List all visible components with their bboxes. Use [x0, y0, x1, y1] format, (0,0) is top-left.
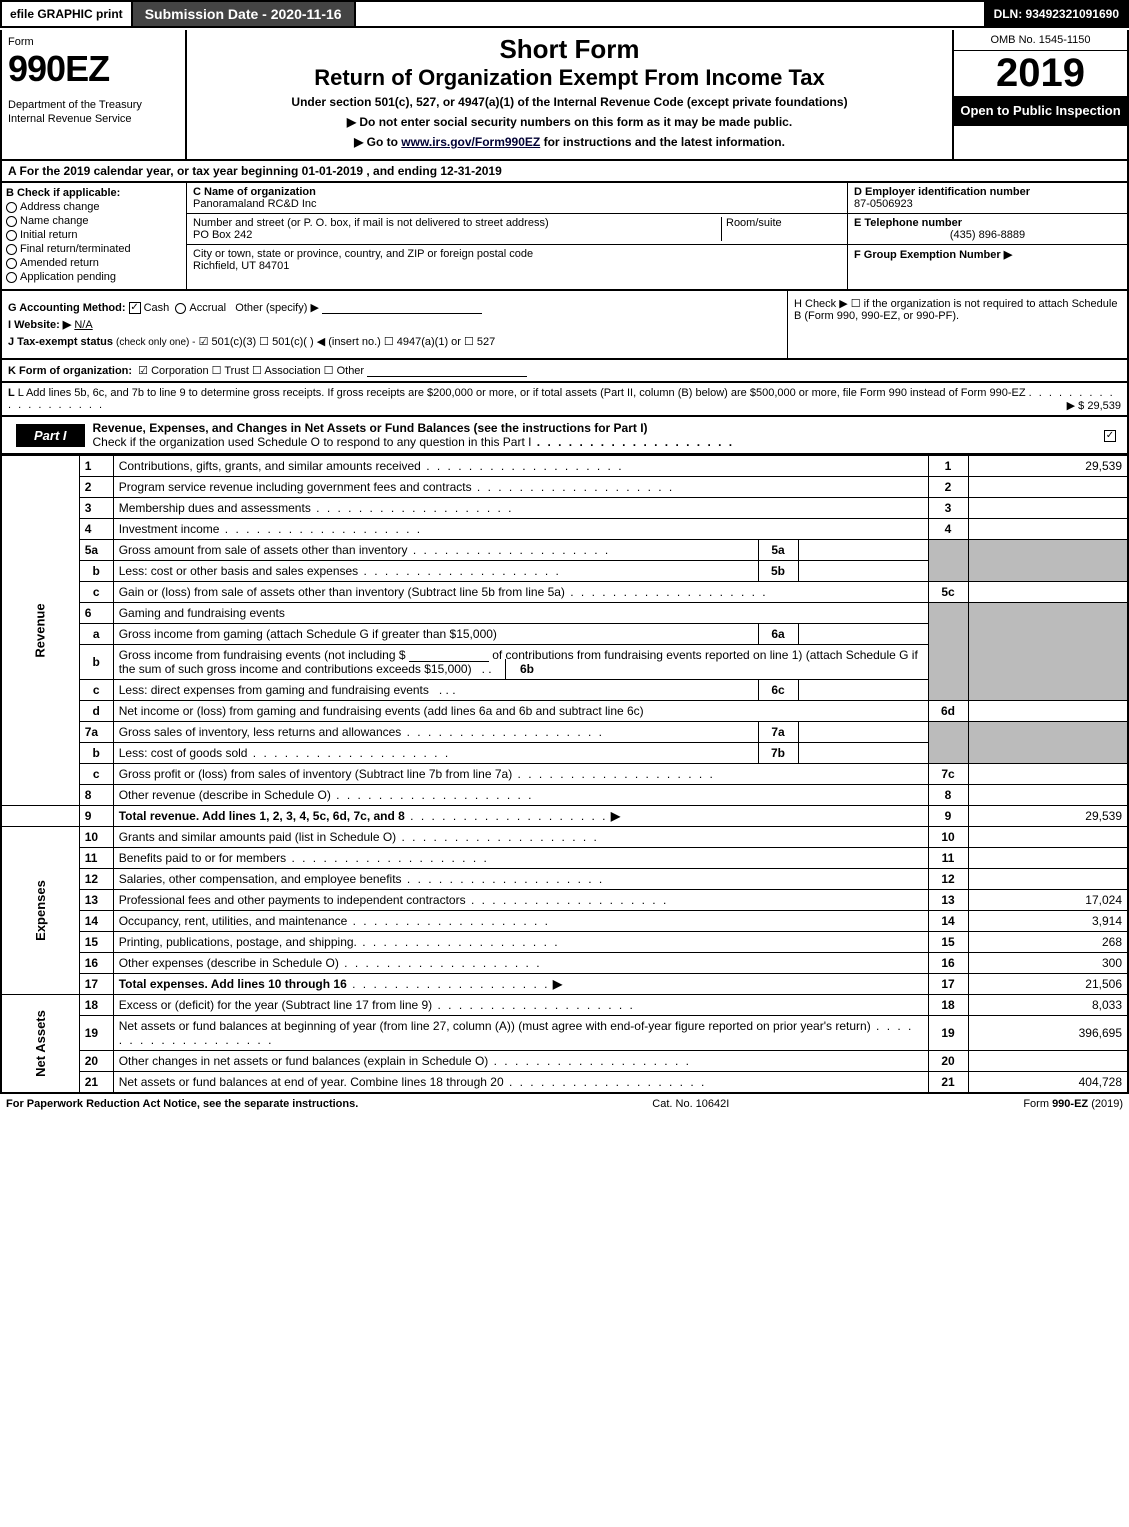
part1-header: Part I Revenue, Expenses, and Changes in…	[0, 417, 1129, 455]
irs-link[interactable]: www.irs.gov/Form990EZ	[401, 135, 540, 149]
line-a: A For the 2019 calendar year, or tax yea…	[0, 161, 1129, 183]
efile-label: efile GRAPHIC print	[2, 2, 133, 26]
line-l: L L Add lines 5b, 6c, and 7b to line 9 t…	[0, 383, 1129, 417]
row-d: D Employer identification number 87-0506…	[848, 183, 1127, 214]
tax-year: 2019	[954, 51, 1127, 97]
chk-final[interactable]: Final return/terminated	[6, 243, 182, 255]
c-name-label: C Name of organization	[193, 186, 316, 198]
chk-initial[interactable]: Initial return	[6, 229, 182, 241]
g-other-line[interactable]	[322, 302, 482, 314]
line-j: J Tax-exempt status (check only one) - ☑…	[8, 335, 781, 348]
c-city-label: City or town, state or province, country…	[193, 248, 533, 260]
omb-number: OMB No. 1545-1150	[954, 30, 1127, 51]
val-21: 404,728	[968, 1072, 1128, 1094]
footer-left: For Paperwork Reduction Act Notice, see …	[6, 1098, 358, 1110]
part1-badge: Part I	[16, 424, 85, 447]
val-19: 396,695	[968, 1016, 1128, 1051]
val-14: 3,914	[968, 911, 1128, 932]
note-ssn: ▶ Do not enter social security numbers o…	[191, 115, 948, 129]
website-val: N/A	[74, 319, 92, 331]
6b-amount[interactable]	[409, 650, 489, 662]
line-i: I Website: ▶ N/A	[8, 318, 781, 331]
val-18: 8,033	[968, 995, 1128, 1016]
subtitle-under: Under section 501(c), 527, or 4947(a)(1)…	[191, 95, 948, 109]
chk-name[interactable]: Name change	[6, 215, 182, 227]
k-other-line[interactable]	[367, 365, 527, 377]
dln-label: DLN: 93492321091690	[986, 2, 1127, 26]
note2-pre: ▶ Go to	[354, 135, 401, 149]
footer-mid: Cat. No. 10642I	[652, 1098, 729, 1110]
b-label: B Check if applicable:	[6, 187, 120, 199]
val-16: 300	[968, 953, 1128, 974]
department: Department of the Treasury Internal Reve…	[8, 98, 179, 127]
part1-title: Revenue, Expenses, and Changes in Net As…	[93, 417, 1096, 453]
note-link: ▶ Go to www.irs.gov/Form990EZ for instru…	[191, 135, 948, 149]
row-c-city: City or town, state or province, country…	[187, 245, 847, 275]
val-15: 268	[968, 932, 1128, 953]
top-spacer	[356, 2, 986, 26]
col-def: D Employer identification number 87-0506…	[847, 183, 1127, 289]
line-k: K Form of organization: ☑ Corporation ☐ …	[0, 360, 1129, 383]
submission-date: Submission Date - 2020-11-16	[133, 2, 356, 26]
phone: (435) 896-8889	[854, 229, 1121, 241]
lines-table: Revenue 1Contributions, gifts, grants, a…	[0, 455, 1129, 1094]
col-b: B Check if applicable: Address change Na…	[2, 183, 187, 289]
org-addr: PO Box 242	[193, 229, 252, 241]
val-1: 29,539	[968, 456, 1128, 477]
org-city: Richfield, UT 84701	[193, 260, 289, 272]
netassets-sidebar: Net Assets	[1, 995, 79, 1094]
room-suite: Room/suite	[721, 217, 841, 241]
title-short: Short Form	[191, 34, 948, 65]
footer: For Paperwork Reduction Act Notice, see …	[0, 1094, 1129, 1114]
expenses-sidebar: Expenses	[1, 827, 79, 995]
revenue-sidebar: Revenue	[1, 456, 79, 806]
row-f: F Group Exemption Number ▶	[848, 245, 1127, 264]
e-label: E Telephone number	[854, 217, 962, 229]
part1-schedule-o-chk[interactable]: ✓	[1104, 430, 1116, 442]
val-9: 29,539	[968, 806, 1128, 827]
gh-left: G Accounting Method: ✓Cash Accrual Other…	[2, 291, 787, 358]
ein: 87-0506923	[854, 198, 913, 210]
val-13: 17,024	[968, 890, 1128, 911]
c-addr-label: Number and street (or P. O. box, if mail…	[193, 217, 549, 229]
form-label: Form	[8, 36, 179, 48]
title-return: Return of Organization Exempt From Incom…	[191, 65, 948, 91]
col-c: C Name of organization Panoramaland RC&D…	[187, 183, 847, 289]
header-left: Form 990EZ Department of the Treasury In…	[2, 30, 187, 159]
val-17: 21,506	[968, 974, 1128, 995]
line-h: H Check ▶ ☐ if the organization is not r…	[787, 291, 1127, 358]
g-cash-chk[interactable]: ✓	[129, 302, 141, 314]
f-label: F Group Exemption Number ▶	[854, 249, 1012, 261]
g-accrual-chk[interactable]	[175, 303, 186, 314]
org-name: Panoramaland RC&D Inc	[193, 198, 317, 210]
header-right: OMB No. 1545-1150 2019 Open to Public In…	[952, 30, 1127, 159]
header-center: Short Form Return of Organization Exempt…	[187, 30, 952, 159]
top-bar: efile GRAPHIC print Submission Date - 20…	[0, 0, 1129, 28]
inspection-label: Open to Public Inspection	[954, 97, 1127, 126]
row-c-addr: Number and street (or P. O. box, if mail…	[187, 214, 847, 245]
chk-pending[interactable]: Application pending	[6, 271, 182, 283]
chk-address[interactable]: Address change	[6, 201, 182, 213]
ghij-block: G Accounting Method: ✓Cash Accrual Other…	[0, 291, 1129, 360]
row-c-name: C Name of organization Panoramaland RC&D…	[187, 183, 847, 214]
chk-amended[interactable]: Amended return	[6, 257, 182, 269]
footer-right: Form 990-EZ (2019)	[1023, 1098, 1123, 1110]
form-header: Form 990EZ Department of the Treasury In…	[0, 30, 1129, 161]
note2-post: for instructions and the latest informat…	[540, 135, 785, 149]
row-e: E Telephone number (435) 896-8889	[848, 214, 1127, 245]
d-label: D Employer identification number	[854, 186, 1030, 198]
entity-info: B Check if applicable: Address change Na…	[0, 183, 1129, 291]
line-g: G Accounting Method: ✓Cash Accrual Other…	[8, 301, 781, 314]
form-number: 990EZ	[8, 48, 179, 90]
